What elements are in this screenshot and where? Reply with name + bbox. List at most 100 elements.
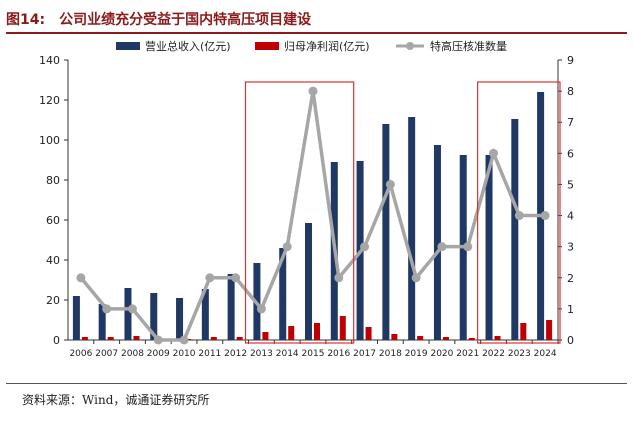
highlight-box [477,81,561,344]
figure-label: 图14: [6,12,46,28]
right-axis-tick-label: 6 [567,147,574,160]
revenue-bar [227,274,235,340]
approval-count-point [127,304,137,314]
profit-bar [288,326,295,340]
legend-line-marker [406,42,414,50]
approval-count-point [360,242,370,252]
approval-count-point [385,179,395,189]
profit-bar [365,327,372,340]
x-axis-tick-label: 2013 [250,349,273,356]
left-axis-tick-label: 20 [46,294,60,307]
x-axis-tick-label: 2019 [405,349,428,356]
x-axis-tick-label: 2008 [121,349,144,356]
profit-bar [494,336,501,340]
profit-bar [546,320,553,340]
profit-bar [442,337,449,340]
right-axis-tick-label: 5 [567,178,574,191]
profit-bar [133,336,140,340]
revenue-bar [305,223,312,340]
approval-count-point [437,242,447,252]
x-axis-tick-label: 2009 [147,349,170,356]
left-axis-tick-label: 140 [39,54,60,67]
title-divider [6,32,627,34]
approval-count-point [334,273,344,283]
revenue-bar [201,289,209,340]
approval-count-point [463,242,473,252]
legend-profit-label: 归母净利润(亿元) [284,39,370,53]
revenue-bar [511,119,519,340]
x-axis-tick-label: 2020 [430,349,453,356]
left-axis-tick-label: 40 [46,254,60,267]
profit-bar [391,334,398,340]
approval-count-point [231,273,241,283]
figure-title-row: 图14: 公司业绩充分受益于国内特高压项目建设 [6,8,626,30]
profit-bar [417,336,424,340]
x-axis-tick-label: 2023 [508,349,531,356]
approval-count-point [76,273,86,283]
profit-bar [210,337,217,340]
profit-bar [236,337,243,340]
legend-profit-swatch [255,42,279,50]
right-axis-tick-label: 8 [567,85,574,98]
left-axis-tick-label: 60 [46,214,60,227]
left-axis-tick-label: 0 [53,334,60,347]
source-divider [6,383,627,384]
revenue-bar [408,117,416,340]
revenue-bar [279,248,287,340]
legend-revenue-label: 营业总收入(亿元) [145,39,231,53]
approval-count-point [308,86,318,96]
profit-bar [520,323,527,340]
x-axis-tick-label: 2010 [173,349,196,356]
revenue-bar [98,304,106,340]
right-axis-tick-label: 9 [567,54,574,67]
legend-revenue-swatch [116,42,140,50]
x-axis-tick-label: 2011 [198,349,221,356]
x-axis-tick-label: 2015 [302,349,325,356]
approval-count-point [153,335,163,345]
revenue-bar [485,155,493,340]
revenue-bar [176,298,184,340]
revenue-bar [150,293,158,340]
revenue-bar [382,124,390,340]
legend-line-label: 特高压核准数量 [430,39,507,53]
approval-count-point [514,211,524,221]
profit-bar [339,316,346,340]
x-axis-tick-label: 2007 [95,349,118,356]
x-axis-tick-label: 2018 [379,349,402,356]
x-axis-tick-label: 2021 [456,349,479,356]
profit-bar [314,323,320,340]
right-axis-tick-label: 1 [567,303,574,316]
combo-chart: 0 20 40 60 80 100 120 140 0 1 2 3 4 5 6 7 8 9 2006 2007 2008… [39,39,574,356]
right-axis-tick-label: 3 [567,241,574,254]
left-axis-tick-label: 80 [46,174,60,187]
highlight-box [244,81,355,344]
x-axis-tick-label: 2022 [482,349,505,356]
x-axis-tick-label: 2017 [353,349,376,356]
profit-bar [81,337,88,340]
approval-count-point [256,304,266,314]
approval-count-point [179,335,189,345]
x-axis-tick-label: 2024 [534,349,557,356]
approval-count-point [205,273,215,283]
x-axis-tick-label: 2016 [327,349,350,356]
revenue-bar [72,296,80,340]
right-axis-tick-label: 7 [567,116,574,129]
profit-bar [262,332,269,340]
source-note: 资料来源：Wind，诚通证券研究所 [22,393,210,407]
revenue-bar [124,288,132,340]
profit-bar [107,337,114,340]
approval-count-point [489,148,499,158]
right-axis-tick-label: 0 [567,334,574,347]
approval-count-point [540,211,550,221]
x-axis-tick-label: 2012 [224,349,247,356]
approval-count-point [411,273,421,283]
revenue-bar [433,145,441,340]
x-axis-tick-label: 2014 [276,349,299,356]
right-axis-tick-label: 4 [567,210,574,223]
right-axis-tick-label: 2 [567,272,574,285]
left-axis-tick-label: 120 [39,94,60,107]
approval-count-point [282,242,292,252]
left-axis-tick-label: 100 [39,134,60,147]
profit-bar [468,338,475,340]
figure-title: 公司业绩充分受益于国内特高压项目建设 [59,12,312,28]
